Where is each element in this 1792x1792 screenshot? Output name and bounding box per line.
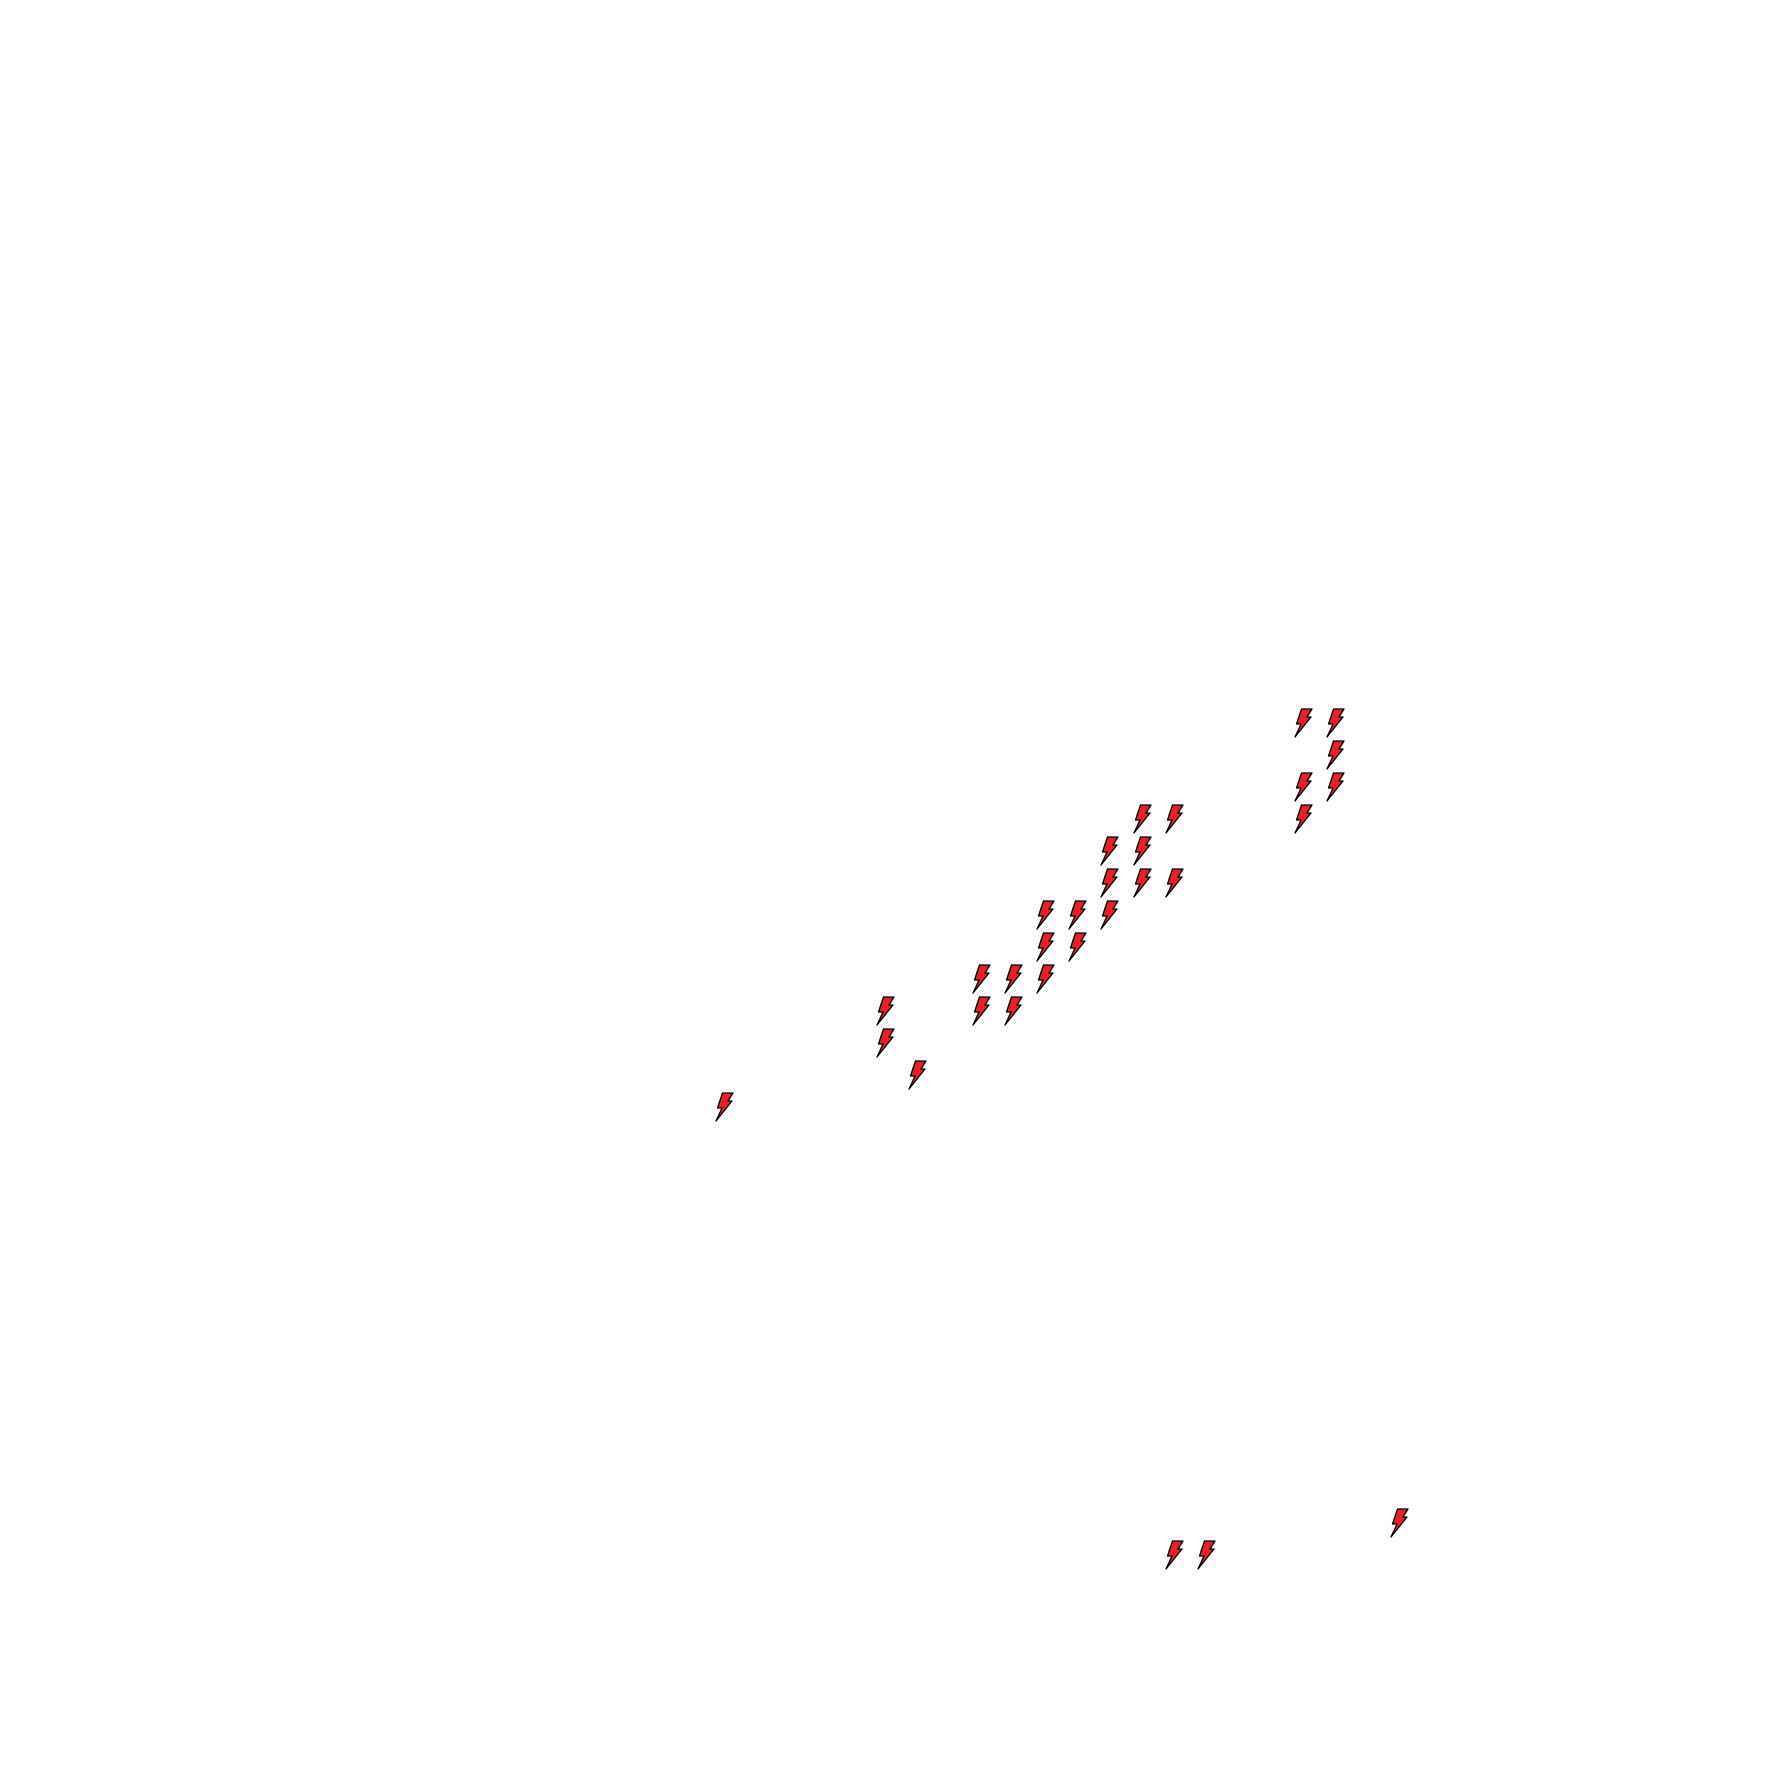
lightning-bolt-icon[interactable] (876, 996, 895, 1026)
lightning-bolt-icon[interactable] (1165, 804, 1184, 834)
lightning-bolt-icon[interactable] (1133, 836, 1152, 866)
lightning-bolt-icon[interactable] (1004, 964, 1023, 994)
lightning-bolt-icon[interactable] (1390, 1508, 1409, 1538)
lightning-bolt-icon[interactable] (908, 1060, 927, 1090)
lightning-bolt-icon[interactable] (1326, 772, 1345, 802)
lightning-bolt-icon[interactable] (1036, 964, 1055, 994)
lightning-bolt-icon[interactable] (1100, 868, 1119, 898)
lightning-bolt-icon[interactable] (1165, 868, 1184, 898)
lightning-bolt-icon[interactable] (1004, 996, 1023, 1026)
lightning-bolt-icon[interactable] (1036, 932, 1055, 962)
lightning-bolt-icon[interactable] (1100, 900, 1119, 930)
lightning-bolt-icon[interactable] (1133, 804, 1152, 834)
lightning-bolt-icon[interactable] (1133, 868, 1152, 898)
lightning-bolt-icon[interactable] (1326, 708, 1345, 738)
lightning-bolt-icon[interactable] (876, 1028, 895, 1058)
lightning-bolt-icon[interactable] (715, 1092, 734, 1122)
lightning-bolt-icon[interactable] (1326, 740, 1345, 770)
marker-layer (715, 708, 1409, 1570)
lightning-bolt-icon[interactable] (1036, 900, 1055, 930)
lightning-bolt-icon[interactable] (1294, 804, 1313, 834)
lightning-bolt-icon[interactable] (1100, 836, 1119, 866)
lightning-bolt-icon[interactable] (1294, 772, 1313, 802)
lightning-bolt-icon[interactable] (972, 964, 991, 994)
lightning-bolt-icon[interactable] (1197, 1540, 1216, 1570)
lightning-bolt-icon[interactable] (1165, 1540, 1184, 1570)
lightning-bolt-icon[interactable] (972, 996, 991, 1026)
lightning-bolt-icon[interactable] (1068, 932, 1087, 962)
lightning-bolt-icon[interactable] (1068, 900, 1087, 930)
lightning-bolt-icon[interactable] (1294, 708, 1313, 738)
